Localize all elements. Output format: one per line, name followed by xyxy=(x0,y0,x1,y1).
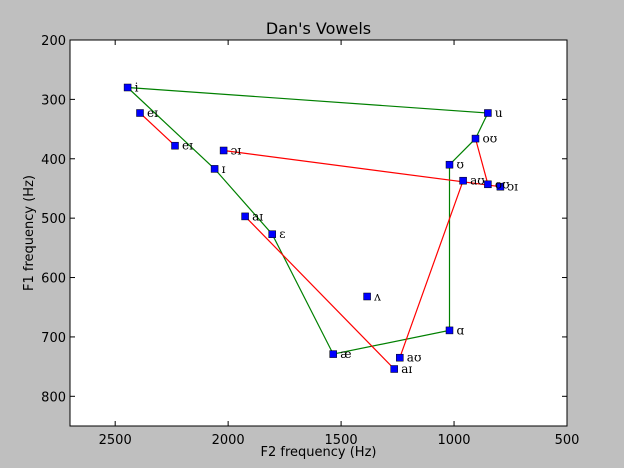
point-label-11: aɪ xyxy=(401,362,412,376)
point-label-12: ɑ xyxy=(457,323,465,337)
y-tick-label-6: 700 xyxy=(41,331,66,346)
series-line-3 xyxy=(223,149,501,188)
x-tick-label-4: 1000 xyxy=(437,433,470,448)
plot-frame xyxy=(69,39,568,427)
y-tick-label-3: 400 xyxy=(41,153,66,168)
point-label-14: aʊ xyxy=(470,174,485,188)
x-axis-label: F2 frequency (Hz) xyxy=(261,445,377,460)
data-point-5 xyxy=(210,165,219,173)
point-label-2: eɪ xyxy=(147,106,158,120)
y-axis-label: F1 frequency (Hz) xyxy=(22,175,37,291)
y-tick-label-4: 500 xyxy=(41,212,66,227)
series-line-5 xyxy=(399,180,464,358)
plot-area xyxy=(70,40,567,426)
data-point-8 xyxy=(363,292,371,301)
point-label-3: eɪ xyxy=(182,139,193,153)
x-tick-label-5: 500 xyxy=(555,433,580,448)
point-label-7: ɛ xyxy=(279,227,285,241)
data-point-18 xyxy=(496,182,505,191)
x-tick-label-3: 1500 xyxy=(325,433,358,448)
y-tick-label-7: 800 xyxy=(41,390,66,405)
point-label-17: oʊ xyxy=(495,177,510,191)
point-label-9: æ xyxy=(340,347,351,361)
x-tick-label-2: 2000 xyxy=(212,433,245,448)
ticks-layer: 2500 2000 1500 1000 500 200 300 400 500 600 700 800 xyxy=(41,34,579,448)
chart-title: Dan's Vowels xyxy=(266,19,371,38)
data-point-11 xyxy=(390,365,398,373)
data-point-1 xyxy=(123,83,132,92)
point-label-18: ɔɪ xyxy=(507,180,518,194)
point-label-4: ɔɪ xyxy=(231,144,242,158)
x-tick-label-1: 2500 xyxy=(99,433,132,448)
series-line-6 xyxy=(474,138,489,185)
series-line-2 xyxy=(139,112,176,147)
data-point-4 xyxy=(219,146,228,155)
data-point-10 xyxy=(396,353,404,362)
data-point-14 xyxy=(459,176,467,185)
series-line-4 xyxy=(244,215,395,370)
data-point-7 xyxy=(268,230,276,238)
point-label-8: ʌ xyxy=(373,290,381,304)
data-point-2 xyxy=(136,109,144,117)
data-point-3 xyxy=(171,141,179,150)
data-point-6 xyxy=(241,212,249,221)
y-tick-label-1: 200 xyxy=(41,34,66,49)
data-point-16 xyxy=(484,109,492,117)
y-tick-label-2: 300 xyxy=(41,93,66,108)
data-point-9 xyxy=(329,350,337,358)
point-label-10: aʊ xyxy=(407,351,422,365)
point-label-5: ɪ xyxy=(222,162,226,176)
data-point-12 xyxy=(445,326,454,335)
data-point-17 xyxy=(484,180,492,189)
point-label-16: u xyxy=(495,106,503,120)
data-point-13 xyxy=(445,160,454,169)
point-label-15: oʊ xyxy=(483,132,498,146)
y-tick-label-5: 600 xyxy=(41,272,66,287)
point-label-13: ʊ xyxy=(457,158,464,172)
data-point-15 xyxy=(471,134,480,143)
point-label-1: i xyxy=(135,81,139,95)
point-label-6: aɪ xyxy=(252,209,263,223)
markers-layer xyxy=(123,83,505,373)
